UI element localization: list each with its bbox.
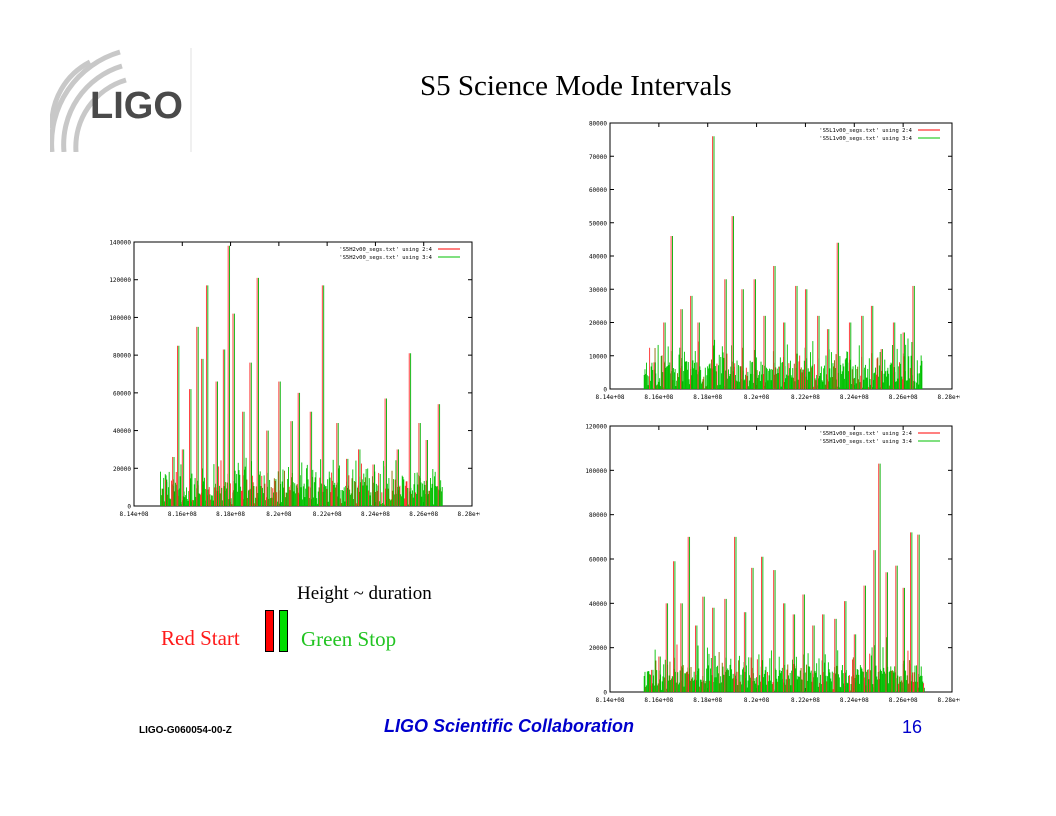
x-tick-label: 8.28e+08 — [458, 511, 480, 518]
y-tick-label: 80000 — [589, 121, 607, 128]
y-tick-label: 100000 — [585, 468, 607, 475]
x-tick-label: 8.16e+08 — [168, 511, 197, 518]
legend-label: 'S5H2v00_segs.txt' using 3:4 — [339, 255, 432, 261]
y-tick-label: 60000 — [589, 187, 607, 194]
y-tick-label: 70000 — [589, 154, 607, 161]
legend-label: 'S5L1v00_segs.txt' using 3:4 — [819, 136, 912, 142]
x-tick-label: 8.16e+08 — [644, 394, 673, 401]
y-tick-label: 0 — [603, 690, 607, 697]
y-tick-label: 120000 — [109, 277, 131, 284]
x-tick-label: 8.24e+08 — [840, 394, 869, 401]
footer-document-id: LIGO-G060054-00-Z — [139, 725, 232, 736]
x-tick-label: 8.28e+08 — [938, 697, 960, 704]
green-stop-label: Green Stop — [301, 627, 397, 651]
y-tick-label: 30000 — [589, 287, 607, 294]
x-tick-label: 8.18e+08 — [216, 511, 245, 518]
chart-h1: 0 20000 40000 60000 80000 100000 120000 8.14e+0… — [570, 418, 960, 708]
x-tick-label: 8.22e+08 — [791, 394, 820, 401]
red-swatch — [265, 610, 274, 652]
chart-l1: 0 10000 20000 30000 40000 50000 60000 70000 8000… — [570, 115, 960, 405]
y-tick-label: 20000 — [589, 320, 607, 327]
y-tick-label: 120000 — [585, 424, 607, 431]
x-tick-label: 8.14e+08 — [120, 511, 149, 518]
chart-h2: 0 20000 40000 60000 80000 100000 120000 140000 8… — [100, 234, 480, 522]
x-tick-label: 8.18e+08 — [693, 697, 722, 704]
y-tick-label: 140000 — [109, 240, 131, 247]
x-tick-label: 8.2e+08 — [744, 697, 770, 704]
legend-label: 'S5L1v00_segs.txt' using 2:4 — [819, 128, 912, 134]
y-tick-label: 40000 — [113, 428, 131, 435]
x-tick-label: 8.26e+08 — [889, 394, 918, 401]
x-tick-label: 8.24e+08 — [840, 697, 869, 704]
y-tick-label: 50000 — [589, 220, 607, 227]
y-tick-label: 60000 — [589, 557, 607, 564]
y-tick-label: 0 — [127, 504, 131, 511]
legend-label: 'S5H2v00_segs.txt' using 2:4 — [339, 247, 432, 253]
y-tick-label: 20000 — [589, 645, 607, 652]
y-tick-label: 20000 — [113, 466, 131, 473]
x-tick-label: 8.26e+08 — [409, 511, 438, 518]
x-tick-label: 8.26e+08 — [889, 697, 918, 704]
red-start-label: Red Start — [161, 626, 240, 650]
logo-text: LIGO — [90, 85, 183, 127]
legend-caption: Height ~ duration — [297, 583, 432, 604]
x-tick-label: 8.14e+08 — [596, 697, 625, 704]
y-tick-label: 0 — [603, 387, 607, 394]
x-tick-label: 8.2e+08 — [744, 394, 770, 401]
y-tick-label: 40000 — [589, 254, 607, 261]
slide-title: S5 Science Mode Intervals — [420, 70, 732, 102]
y-tick-label: 40000 — [589, 601, 607, 608]
x-tick-label: 8.24e+08 — [361, 511, 390, 518]
x-tick-label: 8.22e+08 — [791, 697, 820, 704]
y-tick-label: 80000 — [589, 512, 607, 519]
green-swatch — [279, 610, 288, 652]
x-tick-label: 8.28e+08 — [938, 394, 960, 401]
y-tick-label: 10000 — [589, 353, 607, 360]
x-tick-label: 8.2e+08 — [266, 511, 292, 518]
x-tick-label: 8.16e+08 — [644, 697, 673, 704]
legend-label: 'S5H1v00_segs.txt' using 2:4 — [819, 431, 912, 437]
legend-label: 'S5H1v00_segs.txt' using 3:4 — [819, 439, 912, 445]
page-number: 16 — [902, 717, 923, 737]
ligo-logo: LIGO — [49, 48, 192, 153]
y-tick-label: 60000 — [113, 390, 131, 397]
plot-frame — [133, 241, 473, 507]
plot-frame — [609, 425, 953, 693]
x-tick-label: 8.14e+08 — [596, 394, 625, 401]
footer-collaboration: LIGO Scientific Collaboration — [384, 716, 635, 736]
x-tick-label: 8.18e+08 — [693, 394, 722, 401]
x-tick-label: 8.22e+08 — [313, 511, 342, 518]
y-tick-label: 100000 — [109, 315, 131, 322]
y-tick-label: 80000 — [113, 353, 131, 360]
